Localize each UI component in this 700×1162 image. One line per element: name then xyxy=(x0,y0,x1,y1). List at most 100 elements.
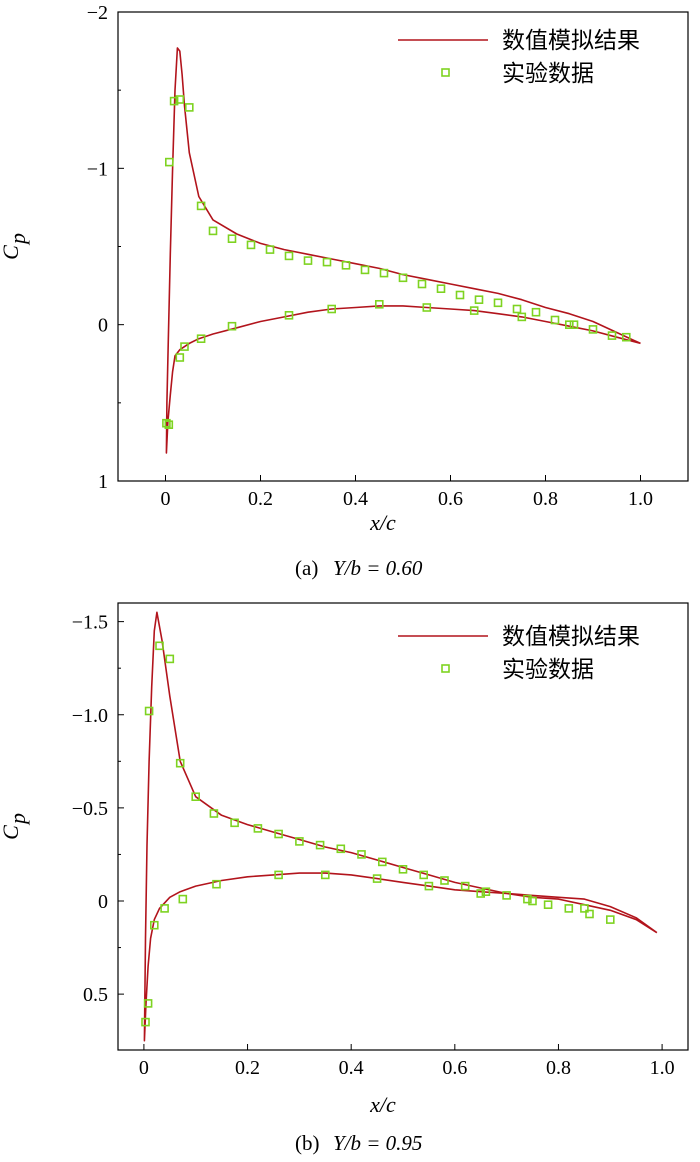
experiment-point xyxy=(196,201,206,211)
experiment-point xyxy=(274,870,283,880)
experiment-point xyxy=(230,818,239,828)
experiment-point xyxy=(517,312,527,322)
legend-marker-swatch xyxy=(441,68,450,77)
experiment-point xyxy=(607,331,617,340)
experiment-point xyxy=(191,792,200,802)
experiment-point xyxy=(227,234,237,243)
x-tick-label: 0.2 xyxy=(235,1057,260,1079)
simulation-line xyxy=(165,47,641,454)
experiment-point xyxy=(460,881,470,891)
experiment-point xyxy=(564,320,574,330)
experiment-point xyxy=(208,226,218,236)
experiment-point xyxy=(227,321,237,331)
x-tick-label: 0.4 xyxy=(339,1057,364,1079)
legend-label-experiment: 实验数据 xyxy=(502,61,594,87)
experiment-point xyxy=(178,894,188,904)
x-tick-label: 0 xyxy=(161,488,171,510)
experiment-point xyxy=(169,96,179,106)
x-axis-label: x/c xyxy=(369,510,396,535)
experiment-point xyxy=(419,870,429,880)
experiment-point xyxy=(523,894,532,904)
experiment-point xyxy=(621,332,631,342)
y-tick-label: −2 xyxy=(87,2,108,24)
x-tick-label: 0 xyxy=(139,1057,149,1079)
caption-prefix: (a) xyxy=(295,556,318,580)
experiment-point xyxy=(320,870,330,880)
experiment-point xyxy=(185,103,194,112)
experiment-point xyxy=(155,641,164,651)
x-tick-label: 0.2 xyxy=(248,488,273,510)
y-tick-label: −1 xyxy=(87,158,108,180)
plot-frame xyxy=(117,11,689,482)
y-axis-label-main: C xyxy=(0,245,23,260)
experiment-point xyxy=(143,999,153,1008)
caption-prefix: (b) xyxy=(295,1131,320,1155)
experiment-point xyxy=(528,896,537,906)
experiment-point xyxy=(341,260,351,270)
experiment-point xyxy=(605,915,615,924)
experiment-point xyxy=(165,654,175,664)
experiment-point xyxy=(474,295,484,305)
y-axis-label-main: C xyxy=(0,825,23,840)
experiment-point xyxy=(212,879,221,889)
experiment-point xyxy=(512,304,522,314)
experiment-point xyxy=(209,809,219,818)
y-tick-label: 1 xyxy=(98,471,108,493)
experiment-point xyxy=(175,758,185,768)
experiment-point xyxy=(165,157,174,167)
experiment-point xyxy=(550,315,560,325)
y-tick-label: 0 xyxy=(98,315,108,337)
experiment-point xyxy=(175,95,185,104)
experiment-point xyxy=(436,284,446,294)
y-tick-label: −1.0 xyxy=(72,705,108,727)
experiment-point xyxy=(336,844,346,854)
x-tick-label: 1.0 xyxy=(628,488,653,510)
legend-label-simulation: 数值模拟结果 xyxy=(502,624,640,650)
experiment-point xyxy=(164,420,174,430)
experiment-point xyxy=(284,251,294,261)
experiment-point xyxy=(295,837,304,846)
experiment-point xyxy=(150,920,159,930)
experiment-point xyxy=(502,891,511,900)
experiment-point xyxy=(481,887,491,897)
experiment-point xyxy=(588,325,598,334)
x-axis-label: x/c xyxy=(369,1092,396,1117)
experiment-point xyxy=(327,304,337,314)
experiment-point xyxy=(531,307,541,317)
y-tick-label: −1.5 xyxy=(72,612,108,634)
y-axis-label: Cp xyxy=(0,813,30,840)
experiment-point xyxy=(417,279,427,289)
experiment-point xyxy=(569,320,579,330)
experiment-point xyxy=(585,909,594,919)
x-tick-label: 0.8 xyxy=(533,488,558,510)
experiment-point xyxy=(455,290,465,300)
plot-frame xyxy=(117,602,689,1051)
experiment-point xyxy=(265,245,275,254)
x-tick-label: 0.4 xyxy=(343,488,368,510)
experiment-point xyxy=(175,353,185,362)
experiment-point xyxy=(196,334,206,344)
experiment-point xyxy=(440,876,449,885)
experiment-point xyxy=(372,874,382,883)
experiment-point xyxy=(398,864,408,874)
legend-label-simulation: 数值模拟结果 xyxy=(502,28,640,54)
legend-label-experiment: 实验数据 xyxy=(502,657,594,683)
experiment-point xyxy=(422,303,432,312)
experiment-point xyxy=(377,857,387,867)
experiment-point xyxy=(374,299,384,309)
y-tick-label: 0.5 xyxy=(83,984,108,1006)
y-axis-label-sub: p xyxy=(5,233,30,246)
experiment-point xyxy=(493,298,503,308)
experiment-point xyxy=(246,240,256,250)
experiment-point xyxy=(144,706,154,716)
experiment-point xyxy=(543,900,553,910)
chart-b: 0 0.2 0.4 0.6 0.8 1.0 −1.5 −1.0 −0.5 0 0.5 x/c Cp (b)… xyxy=(0,602,689,1155)
experiment-point xyxy=(360,265,370,275)
y-axis-label: Cp xyxy=(0,233,30,260)
experiment-point xyxy=(162,418,171,428)
experiment-point xyxy=(476,889,486,898)
experiment-point xyxy=(564,904,574,913)
experiment-point xyxy=(322,257,332,267)
caption-expr: Y/b = 0.95 xyxy=(333,1131,422,1155)
